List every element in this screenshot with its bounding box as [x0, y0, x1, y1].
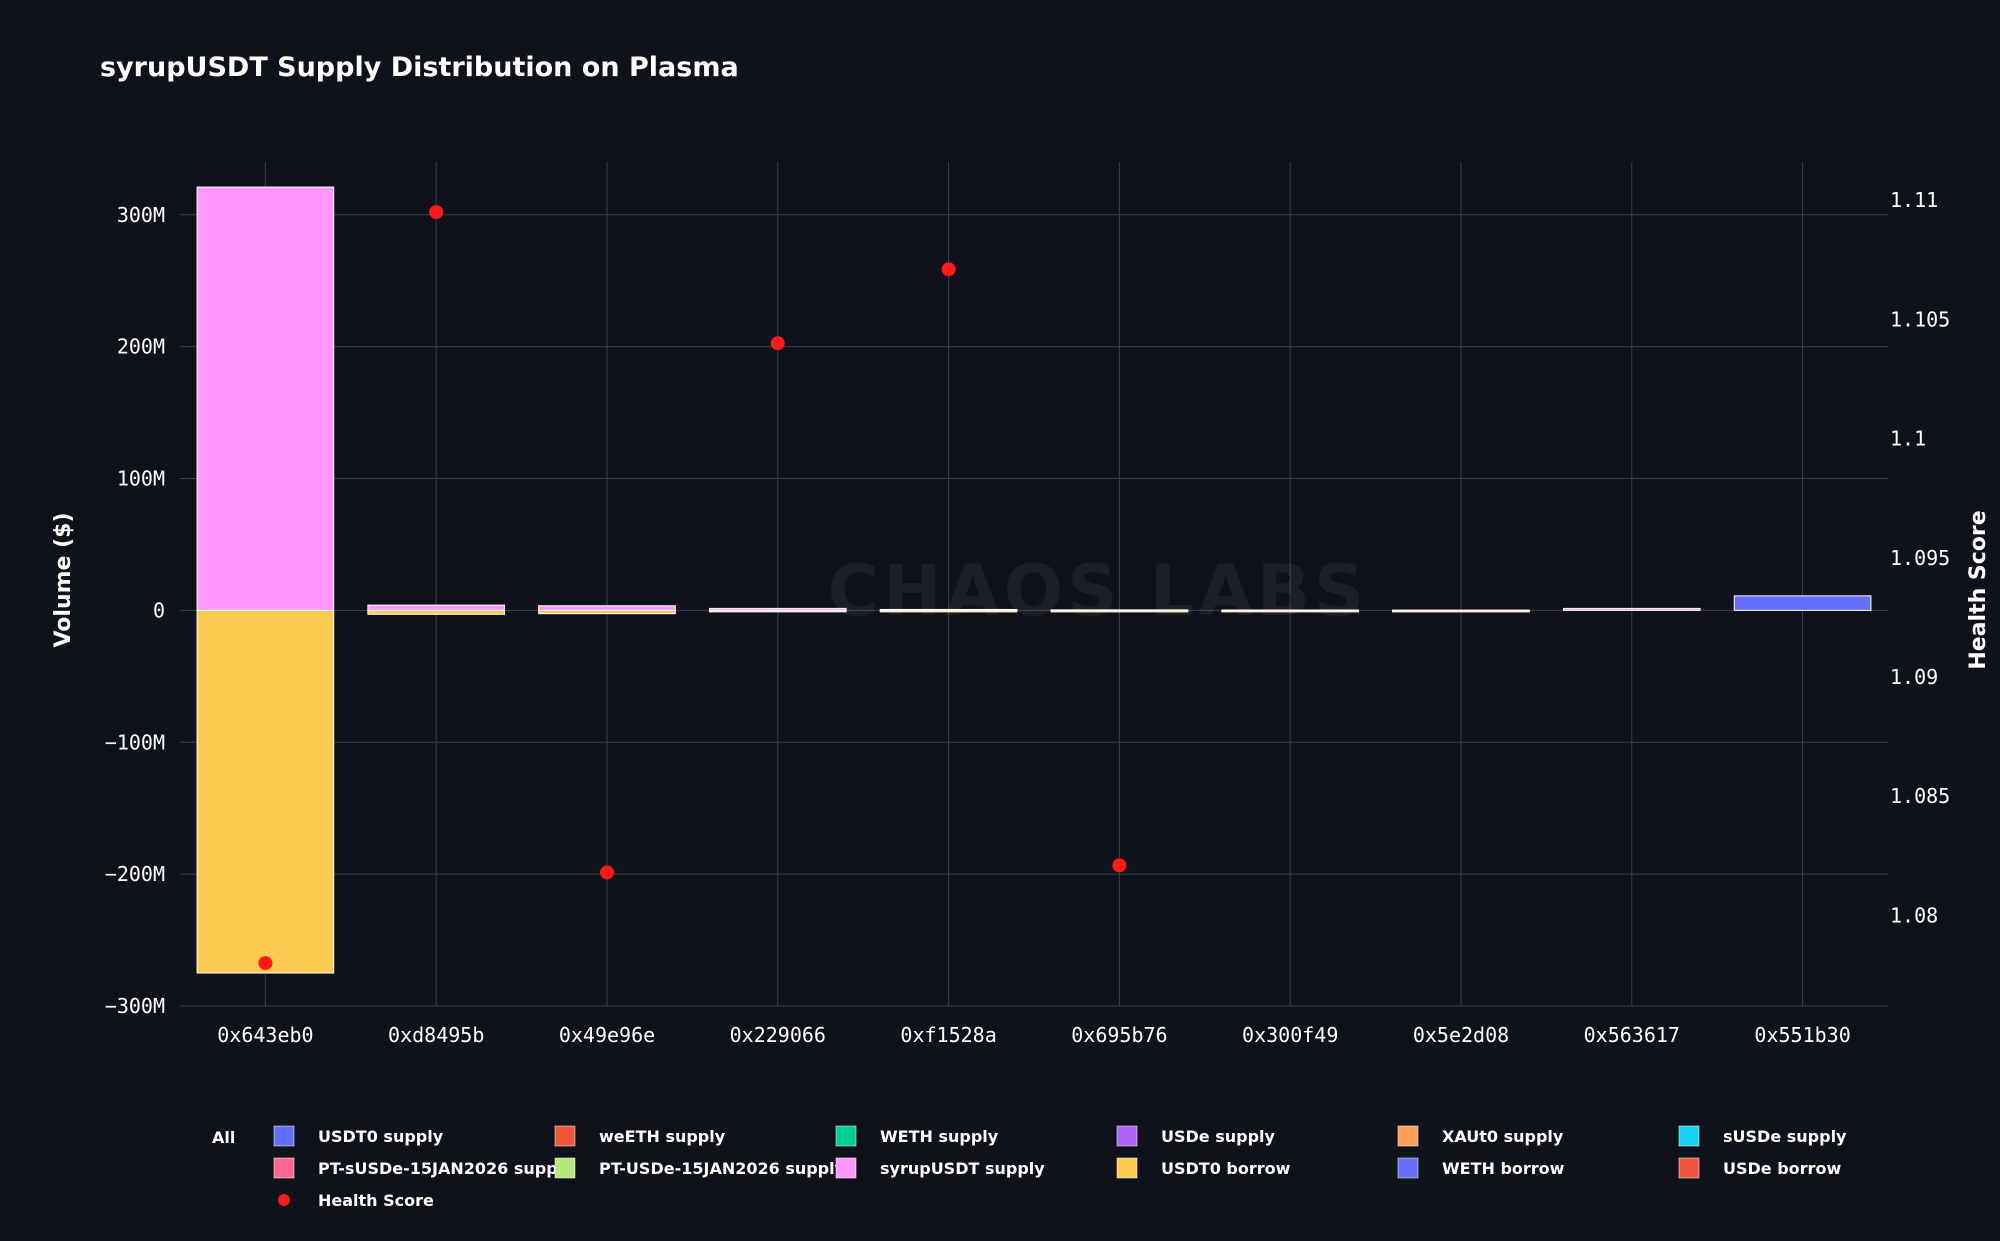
legend-swatch-susde-supply [1678, 1125, 1700, 1147]
x-tick-label: 0xf1528a [900, 1023, 996, 1047]
bar-syrupusdt-supply [1562, 607, 1701, 611]
bar-usdt0-borrow [196, 609, 335, 974]
bar-usdt0-borrow [879, 609, 1018, 613]
bar-usdt0-borrow [1392, 609, 1530, 613]
legend-swatch-xaut0-supply [1397, 1125, 1419, 1147]
bar-syrupusdt-supply [538, 605, 676, 611]
y2-tick-label: 1.085 [1890, 784, 1950, 808]
y-tick-label: 200M [117, 335, 165, 359]
health-score-point [1112, 858, 1127, 873]
y2-tick-label: 1.08 [1890, 903, 1938, 927]
point-layer [258, 205, 1127, 971]
legend-swatch-usdt0-borrow [1116, 1157, 1138, 1179]
health-score-point [941, 262, 956, 277]
y-tick-label: −200M [105, 862, 165, 886]
legend-swatch-syrupusdt-supply [835, 1157, 857, 1179]
legend-swatch-pt-usde-15jan2026-supply [554, 1157, 576, 1179]
legend-label-usde-supply: USDe supply [1161, 1127, 1276, 1146]
legend-swatch-usde-supply [1116, 1125, 1138, 1147]
y-axis-title: Volume ($) [51, 512, 76, 647]
y2-tick-label: 1.105 [1890, 307, 1950, 331]
bar-usdt0-borrow [1221, 609, 1360, 613]
bar-usdt0-borrow [1050, 609, 1189, 613]
x-tick-label: 0x49e96e [559, 1023, 655, 1047]
legend: All USDT0 supply weETH supply WETH supply US… [212, 1125, 1847, 1210]
legend-swatch-pt-susde-15jan2026-supply [273, 1157, 295, 1179]
y-tick-label: 300M [117, 203, 165, 227]
legend-label-pt-susde-15jan2026-supply: PT-sUSDe-15JAN2026 supply [318, 1159, 574, 1178]
bar-weth-borrow [1733, 595, 1872, 611]
health-score-point [600, 865, 614, 880]
health-score-point [429, 205, 444, 220]
legend-swatch-health-score [278, 1194, 290, 1206]
axis-layer: −300M −200M −100M 0 100M 200M 300M 0x643eb0 0xd8… [105, 188, 1950, 1047]
x-tick-label: 0x643eb0 [217, 1023, 313, 1047]
x-tick-label: 0x695b76 [1071, 1023, 1167, 1047]
legend-label-susde-supply: sUSDe supply [1723, 1127, 1847, 1146]
legend-label-usde-borrow: USDe borrow [1723, 1159, 1841, 1178]
bar-syrupusdt-supply [367, 604, 506, 611]
legend-label-weth-borrow: WETH borrow [1442, 1159, 1565, 1178]
legend-label-health-score: Health Score [318, 1191, 434, 1210]
y2-tick-label: 1.1 [1890, 427, 1926, 451]
bar-usdt0-borrow [708, 609, 847, 613]
y-tick-label: 0 [153, 598, 165, 622]
legend-label-weth-supply: WETH supply [880, 1127, 999, 1146]
y2-tick-label: 1.09 [1890, 665, 1938, 689]
watermark-text: CHAOS LABS [828, 550, 1369, 632]
y-tick-label: 100M [117, 467, 165, 491]
y2-tick-label: 1.095 [1890, 546, 1950, 570]
bar-syrupusdt-supply [196, 186, 335, 611]
bar-layer [196, 186, 1872, 974]
legend-label-usdt0-borrow: USDT0 borrow [1161, 1159, 1291, 1178]
x-tick-label: 0x551b30 [1754, 1023, 1850, 1047]
legend-all-toggle: All [212, 1128, 235, 1147]
bar-usdt0-borrow [367, 609, 506, 615]
legend-swatch-weeth-supply [554, 1125, 576, 1147]
y2-axis-title: Health Score [1966, 510, 1991, 669]
x-tick-label: 0x563617 [1584, 1023, 1680, 1047]
legend-label-pt-usde-15jan2026-supply: PT-USDe-15JAN2026 supply [599, 1159, 846, 1178]
legend-label-weeth-supply: weETH supply [599, 1127, 726, 1146]
x-tick-label: 0x5e2d08 [1413, 1023, 1509, 1047]
legend-label-xaut0-supply: XAUt0 supply [1442, 1127, 1564, 1146]
x-tick-label: 0xd8495b [388, 1023, 484, 1047]
legend-swatch-weth-borrow [1397, 1157, 1419, 1179]
x-tick-label: 0x229066 [730, 1023, 826, 1047]
legend-swatch-usde-borrow [1678, 1157, 1700, 1179]
health-score-point [770, 336, 785, 351]
legend-label-usdt0-supply: USDT0 supply [318, 1127, 444, 1146]
y-tick-label: −300M [105, 994, 165, 1018]
legend-swatch-weth-supply [835, 1125, 857, 1147]
chart-title: syrupUSDT Supply Distribution on Plasma [100, 52, 739, 83]
y2-tick-label: 1.11 [1890, 188, 1938, 212]
health-score-point [258, 956, 273, 971]
bar-usdt0-borrow [538, 609, 676, 615]
x-tick-label: 0x300f49 [1242, 1023, 1338, 1047]
legend-swatch-usdt0-supply [273, 1125, 295, 1147]
y-tick-label: −100M [105, 730, 165, 754]
legend-label-syrupusdt-supply: syrupUSDT supply [880, 1159, 1045, 1178]
